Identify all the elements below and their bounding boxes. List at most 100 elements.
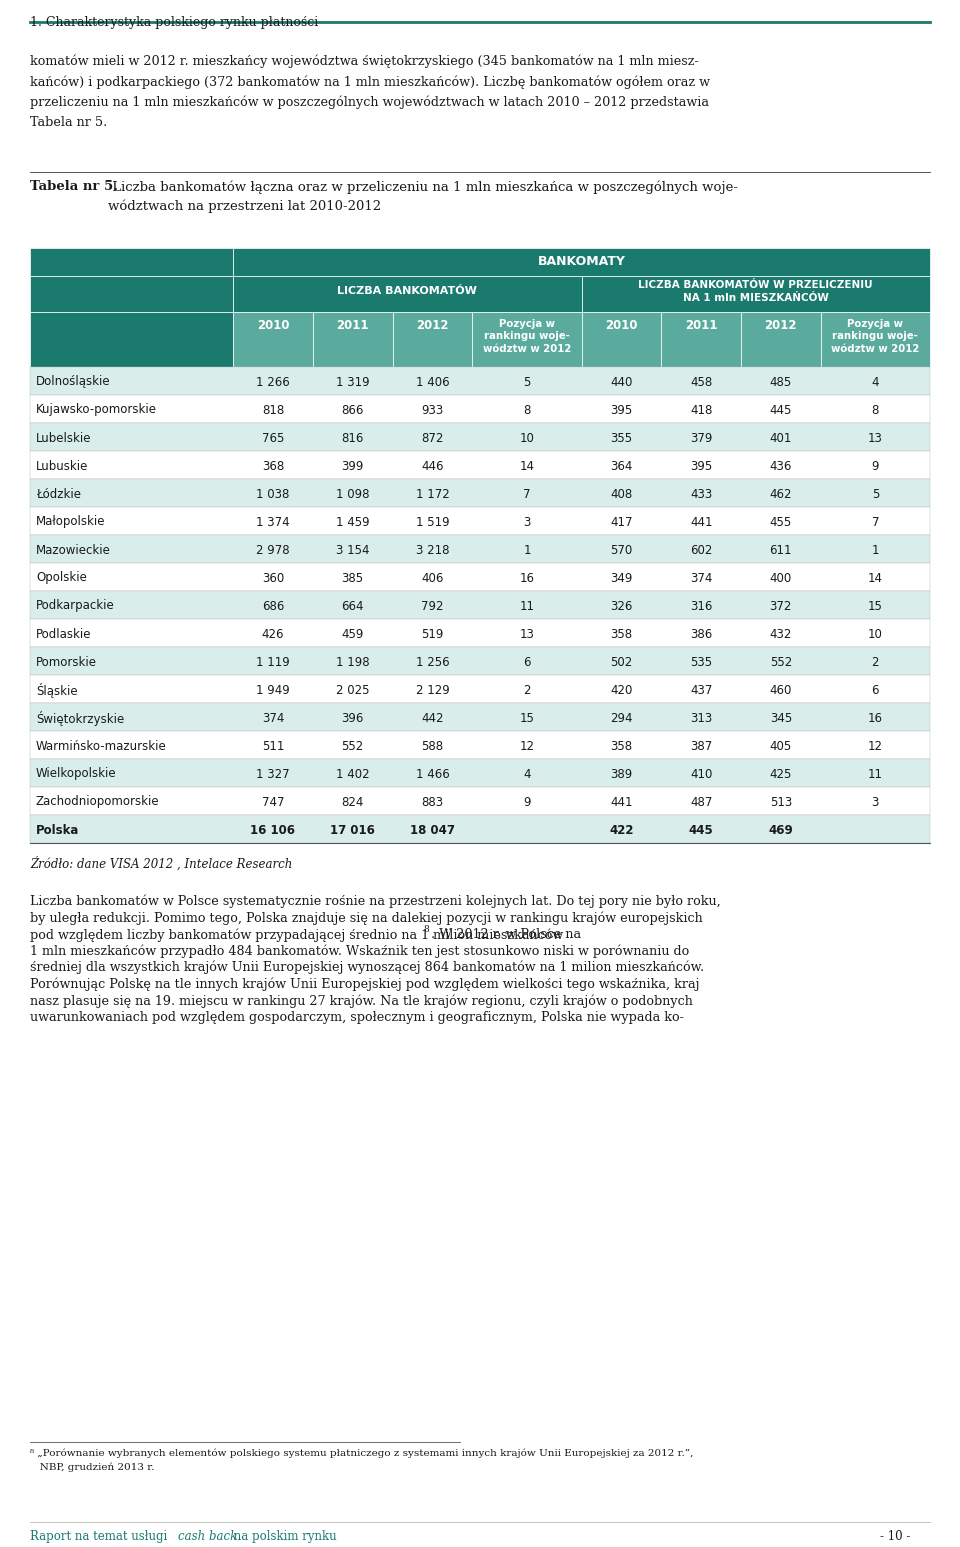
- Text: 1 519: 1 519: [416, 515, 449, 529]
- Text: 872: 872: [421, 432, 444, 444]
- Text: cash back: cash back: [178, 1530, 237, 1542]
- Text: 1 327: 1 327: [256, 767, 290, 781]
- Text: Mazowieckie: Mazowieckie: [36, 543, 110, 557]
- Bar: [30, 702, 930, 732]
- Bar: [233, 248, 930, 275]
- Text: 588: 588: [421, 739, 444, 752]
- Bar: [582, 275, 930, 312]
- Text: 18 047: 18 047: [410, 823, 455, 837]
- Text: 408: 408: [611, 487, 633, 501]
- Text: 2012: 2012: [764, 319, 797, 333]
- Text: 6: 6: [523, 656, 531, 668]
- Text: 10: 10: [519, 432, 535, 444]
- Text: Liczba bankomatów w Polsce systematycznie rośnie na przestrzeni kolejnych lat. D: Liczba bankomatów w Polsce systematyczni…: [30, 896, 721, 908]
- Text: 349: 349: [611, 571, 633, 585]
- Text: 12: 12: [868, 739, 883, 752]
- Text: 2012: 2012: [417, 319, 448, 333]
- Bar: [233, 275, 582, 312]
- Text: Pozycja w
rankingu woje-
wództw w 2012: Pozycja w rankingu woje- wództw w 2012: [483, 319, 571, 354]
- Text: 5: 5: [872, 487, 879, 501]
- Text: 511: 511: [262, 739, 284, 752]
- Text: 8: 8: [423, 925, 429, 934]
- Text: 379: 379: [690, 432, 712, 444]
- Text: 432: 432: [770, 628, 792, 640]
- Text: 10: 10: [868, 628, 883, 640]
- Text: 3 154: 3 154: [336, 543, 370, 557]
- Bar: [30, 674, 930, 702]
- Text: 459: 459: [342, 628, 364, 640]
- Text: 1 198: 1 198: [336, 656, 370, 668]
- Text: 387: 387: [690, 739, 712, 752]
- Text: 445: 445: [770, 404, 792, 416]
- Text: 2010: 2010: [605, 319, 637, 333]
- Bar: [30, 452, 930, 480]
- Text: 2: 2: [872, 656, 879, 668]
- Bar: [30, 647, 930, 674]
- Text: 16: 16: [868, 712, 883, 724]
- Text: 13: 13: [519, 628, 535, 640]
- Text: 16 106: 16 106: [251, 823, 296, 837]
- Text: 385: 385: [342, 571, 364, 585]
- Text: 883: 883: [421, 795, 444, 809]
- Text: 747: 747: [262, 795, 284, 809]
- Text: 455: 455: [770, 515, 792, 529]
- Text: 12: 12: [519, 739, 535, 752]
- Bar: [582, 312, 661, 367]
- Text: Pomorskie: Pomorskie: [36, 656, 97, 668]
- Text: 360: 360: [262, 571, 284, 585]
- Text: Podkarpackie: Podkarpackie: [36, 600, 115, 613]
- Text: 824: 824: [342, 795, 364, 809]
- Text: 437: 437: [690, 684, 712, 696]
- Text: 9: 9: [523, 795, 531, 809]
- Text: 2011: 2011: [336, 319, 369, 333]
- Text: Dolnośląskie: Dolnośląskie: [36, 376, 110, 388]
- Bar: [30, 760, 930, 787]
- Text: 15: 15: [519, 712, 535, 724]
- Text: LICZBA BANKOMATÓW W PRZELICZENIU
NA 1 mln MIESZKAŃCÓW: LICZBA BANKOMATÓW W PRZELICZENIU NA 1 ml…: [638, 280, 873, 303]
- Text: 374: 374: [262, 712, 284, 724]
- Bar: [30, 732, 930, 760]
- Text: 400: 400: [770, 571, 792, 585]
- Text: 502: 502: [611, 656, 633, 668]
- Text: 396: 396: [342, 712, 364, 724]
- Bar: [30, 591, 930, 619]
- Text: BANKOMATY: BANKOMATY: [538, 255, 626, 268]
- Text: 7: 7: [523, 487, 531, 501]
- Text: 14: 14: [519, 459, 535, 472]
- Text: 11: 11: [519, 600, 535, 613]
- Text: 2: 2: [523, 684, 531, 696]
- Text: 436: 436: [770, 459, 792, 472]
- Text: 345: 345: [770, 712, 792, 724]
- Text: 433: 433: [690, 487, 712, 501]
- Bar: [313, 312, 393, 367]
- Bar: [30, 248, 233, 275]
- Text: Porównując Polskę na tle innych krajów Unii Europejskiej pod względem wielkości : Porównując Polskę na tle innych krajów U…: [30, 978, 700, 992]
- Text: 426: 426: [262, 628, 284, 640]
- Text: 611: 611: [770, 543, 792, 557]
- Text: nasz plasuje się na 19. miejscu w rankingu 27 krajów. Na tle krajów regionu, czy: nasz plasuje się na 19. miejscu w rankin…: [30, 995, 693, 1007]
- Text: 401: 401: [770, 432, 792, 444]
- Text: 316: 316: [690, 600, 712, 613]
- Bar: [472, 312, 582, 367]
- Text: 440: 440: [611, 376, 633, 388]
- Text: 11: 11: [868, 767, 883, 781]
- Text: 3: 3: [523, 515, 531, 529]
- Text: 469: 469: [769, 823, 793, 837]
- Text: Podlaskie: Podlaskie: [36, 628, 91, 640]
- Text: 441: 441: [690, 515, 712, 529]
- Text: Świętokrzyskie: Świętokrzyskie: [36, 710, 124, 726]
- Text: 1 402: 1 402: [336, 767, 370, 781]
- Text: 460: 460: [770, 684, 792, 696]
- Text: 816: 816: [342, 432, 364, 444]
- Text: 395: 395: [611, 404, 633, 416]
- Text: Małopolskie: Małopolskie: [36, 515, 106, 529]
- Bar: [30, 275, 233, 312]
- Text: 1 949: 1 949: [256, 684, 290, 696]
- Text: pod względem liczby bankomatów przypadającej średnio na 1 milion mieszkańców: pod względem liczby bankomatów przypadaj…: [30, 928, 564, 942]
- Text: Lubelskie: Lubelskie: [36, 432, 91, 444]
- Text: 1 256: 1 256: [416, 656, 449, 668]
- Bar: [233, 312, 313, 367]
- Text: 1 038: 1 038: [256, 487, 290, 501]
- Text: 422: 422: [610, 823, 634, 837]
- Text: Pozycja w
rankingu woje-
wództw w 2012: Pozycja w rankingu woje- wództw w 2012: [831, 319, 920, 354]
